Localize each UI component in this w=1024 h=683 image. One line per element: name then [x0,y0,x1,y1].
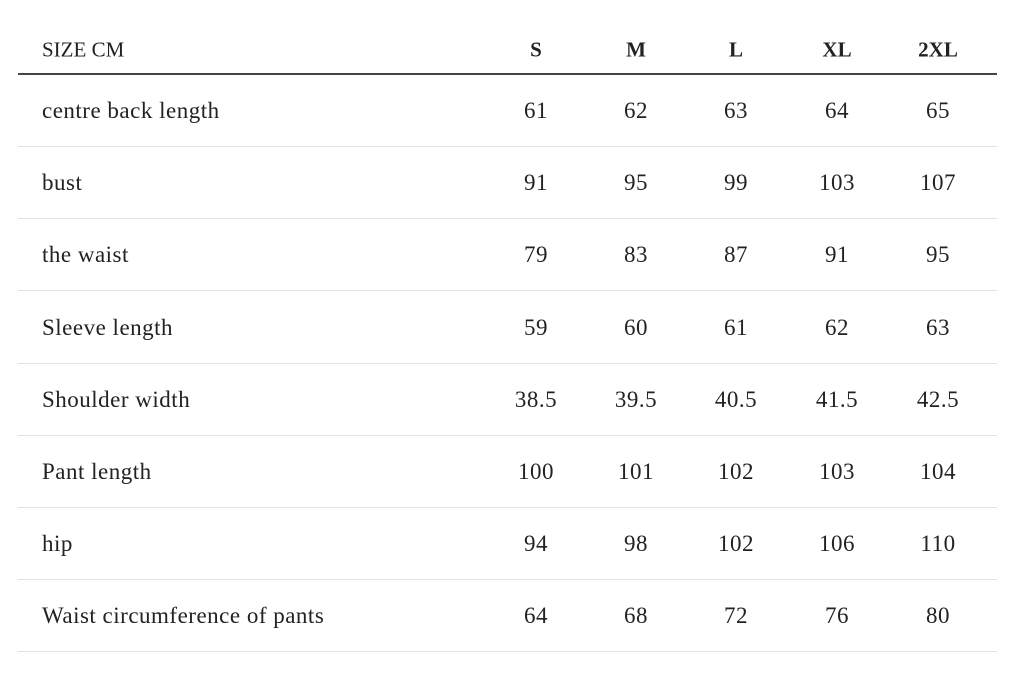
measurement: 110 [920,531,956,557]
measurement: 79 [524,242,548,268]
measurement: 99 [724,170,748,196]
measurement: 76 [825,603,849,629]
measurement: 60 [624,314,648,340]
measurement: 65 [926,98,950,123]
measurement: 104 [920,459,956,484]
row-label: bust [42,170,83,196]
measurement: 101 [618,459,654,484]
measurement: 61 [524,98,548,123]
size-header: XL [822,37,852,62]
measurement: 100 [518,459,554,484]
measurement: 103 [819,459,855,484]
size-header: 2XL [918,37,958,62]
measurement: 41.5 [815,386,859,412]
header-rule [18,73,997,75]
size-header: L [728,37,744,62]
measurement: 62 [624,98,648,123]
measurement: 94 [524,531,548,557]
measurement: 63 [724,98,748,123]
row-rule [18,507,997,508]
measurement: 102 [718,531,754,557]
row-rule [18,218,997,220]
row-label: centre back length [42,98,220,123]
size-header: S [530,37,542,62]
row-rule [18,579,997,581]
measurement: 83 [624,242,648,268]
measurement: 63 [926,314,950,340]
measurement: 95 [624,170,648,196]
unit-header: SIZE CM [42,37,125,62]
measurement: 107 [920,170,956,196]
measurement: 62 [825,314,849,340]
size-header: M [626,37,646,62]
measurement: 40.5 [714,386,758,412]
measurement: 80 [926,603,950,629]
measurement: 91 [825,242,849,268]
measurement: 106 [819,531,855,557]
measurement: 64 [825,98,849,123]
row-label: Sleeve length [42,314,174,340]
measurement: 103 [819,170,855,196]
row-rule [18,362,997,364]
measurement: 102 [718,459,754,484]
row-label: hip [42,531,73,557]
row-label: the waist [42,242,129,268]
row-label: Pant length [42,459,152,484]
measurement: 72 [724,603,748,629]
measurement: 98 [624,531,648,557]
measurement: 91 [524,170,548,196]
measurement: 64 [524,603,548,629]
measurement: 87 [724,242,748,268]
row-rule [18,434,997,436]
measurement: 95 [926,242,950,268]
row-rule [18,146,997,147]
row-rule [18,651,997,653]
row-label: Shoulder width [42,386,191,412]
row-label: Waist circumference of pants [42,603,325,629]
row-rule [18,290,997,292]
measurement: 42.5 [916,386,960,412]
measurement: 61 [724,314,748,340]
measurement: 38.5 [514,386,558,412]
measurement: 39.5 [614,386,658,412]
measurement: 68 [624,603,648,629]
measurement: 59 [524,314,548,340]
